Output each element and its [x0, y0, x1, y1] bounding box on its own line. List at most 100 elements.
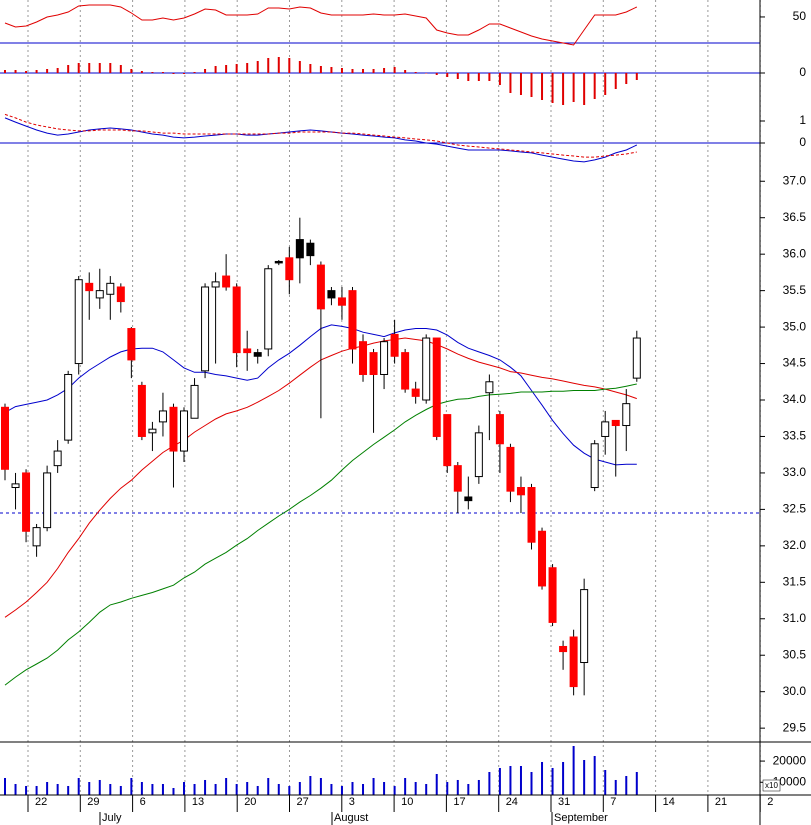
bar: [530, 73, 533, 97]
bar: [530, 771, 533, 795]
y-tick-label: 29.5: [783, 720, 807, 734]
bar: [151, 72, 154, 73]
candle-body: [506, 446, 515, 492]
y-tick-label: 32.0: [783, 538, 807, 552]
bar: [583, 759, 586, 795]
line-series: [4, 4, 638, 46]
candle-body: [527, 487, 536, 543]
bar: [383, 68, 386, 73]
bar: [635, 771, 638, 795]
x-tick-label: 27: [297, 796, 309, 808]
y-tick-label: 33.0: [783, 465, 807, 479]
bar: [340, 68, 343, 73]
bar: [204, 779, 207, 795]
bar: [319, 66, 322, 73]
bar: [572, 73, 575, 102]
bar: [519, 73, 522, 95]
bar: [172, 788, 175, 795]
candle-body: [232, 286, 241, 354]
candle-body: [601, 421, 610, 437]
bar: [277, 57, 280, 73]
bar: [467, 783, 470, 795]
bar: [593, 755, 596, 795]
bar: [340, 785, 343, 795]
y-tick-label: 31.5: [783, 574, 807, 588]
bar: [562, 761, 565, 795]
bar: [614, 779, 617, 795]
bar: [362, 783, 365, 795]
y-tick-label: 20000: [773, 753, 807, 767]
y-tick-label: 0: [799, 65, 806, 79]
unit-box: [762, 779, 781, 792]
bar: [467, 73, 470, 81]
bar: [562, 73, 565, 105]
x-tick-label: 14: [663, 796, 675, 808]
bar: [309, 64, 312, 73]
candle-body: [53, 450, 62, 467]
candle-body: [401, 352, 410, 390]
y-tick-label: 0: [799, 135, 806, 149]
bar: [172, 73, 175, 74]
candle-body: [201, 286, 210, 372]
candle-body: [264, 268, 273, 350]
bar: [604, 73, 607, 95]
x-tick-label: 24: [506, 796, 518, 808]
bar: [330, 67, 333, 73]
x-tick-label: 22: [35, 796, 47, 808]
bar: [119, 65, 122, 73]
candle-body: [180, 410, 189, 452]
candle-body: [1, 406, 9, 470]
bar: [267, 777, 270, 795]
bar: [446, 73, 449, 77]
bar: [383, 782, 386, 795]
candle-body: [74, 279, 83, 365]
candle-body: [422, 337, 431, 401]
bar: [477, 779, 480, 795]
candle-body: [285, 257, 294, 281]
bar: [256, 785, 259, 795]
candle-body: [495, 414, 504, 445]
candle-body: [158, 410, 167, 423]
candle-body: [337, 297, 346, 306]
y-tick-label: 36.5: [783, 210, 807, 224]
bar: [56, 783, 59, 795]
candle-body: [169, 406, 178, 452]
candle-body: [116, 286, 125, 303]
y-tick-label: 31.0: [783, 611, 807, 625]
y-tick-label: 35.5: [783, 283, 807, 297]
candle-body: [295, 239, 304, 259]
month-label: August: [334, 812, 368, 824]
bar: [235, 783, 238, 795]
candle-body: [369, 352, 378, 375]
x-tick-label: 17: [453, 796, 465, 808]
bar: [498, 73, 501, 85]
candle-body: [464, 496, 473, 502]
candle-body: [632, 337, 641, 379]
bar: [193, 72, 196, 73]
bar: [425, 783, 428, 795]
bar: [151, 783, 154, 795]
bar: [488, 73, 491, 81]
bar: [614, 73, 617, 89]
candle-body: [590, 443, 599, 489]
y-tick-label: 34.0: [783, 392, 807, 406]
candle-body: [516, 487, 525, 496]
bar: [204, 69, 207, 73]
bar: [77, 63, 80, 73]
bar: [67, 785, 70, 795]
candle-body: [453, 465, 462, 492]
candle-body: [95, 290, 104, 299]
bar: [519, 765, 522, 795]
bar: [46, 69, 49, 73]
candle-body: [485, 381, 494, 394]
bar: [77, 777, 80, 795]
candle-body: [222, 275, 231, 288]
bar: [267, 58, 270, 73]
bar: [583, 73, 586, 105]
bar: [35, 785, 38, 795]
bar: [625, 776, 628, 795]
candle-body: [127, 328, 136, 361]
bar: [446, 782, 449, 795]
